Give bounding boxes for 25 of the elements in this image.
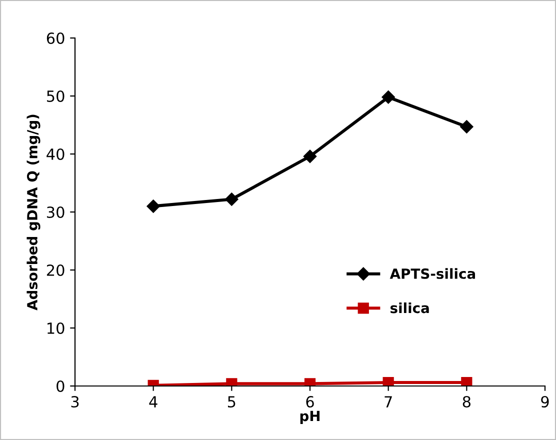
x-tick-label: 4 bbox=[149, 396, 158, 408]
point bbox=[382, 90, 395, 104]
x-tick-label: 8 bbox=[462, 396, 470, 408]
x-axis-title: pH bbox=[300, 410, 320, 424]
y-tick-label: 0 bbox=[56, 380, 64, 392]
point bbox=[146, 200, 160, 213]
legend-label: silica bbox=[390, 302, 429, 314]
point bbox=[225, 192, 238, 206]
x-tick-label: 6 bbox=[306, 396, 314, 408]
point bbox=[382, 376, 394, 386]
point bbox=[461, 376, 472, 386]
x-tick-label: 5 bbox=[228, 396, 236, 408]
y-tick-label: 50 bbox=[47, 90, 64, 102]
point bbox=[460, 120, 474, 134]
x-tick-label: 3 bbox=[71, 396, 79, 408]
legend-label: APTS-silica bbox=[390, 268, 476, 279]
y-tick-label: 30 bbox=[47, 206, 64, 218]
point bbox=[303, 150, 317, 163]
y-tick-label: 20 bbox=[46, 264, 64, 276]
x-tick-label: 7 bbox=[384, 396, 392, 408]
y-tick-label: 40 bbox=[46, 148, 64, 160]
y-tick-label: 60 bbox=[46, 32, 64, 44]
x-tick-label: 9 bbox=[541, 396, 549, 408]
y-axis-title: Adsorbed gDNA Q (mg/g) bbox=[26, 114, 40, 310]
y-tick-label: 10 bbox=[48, 322, 64, 334]
